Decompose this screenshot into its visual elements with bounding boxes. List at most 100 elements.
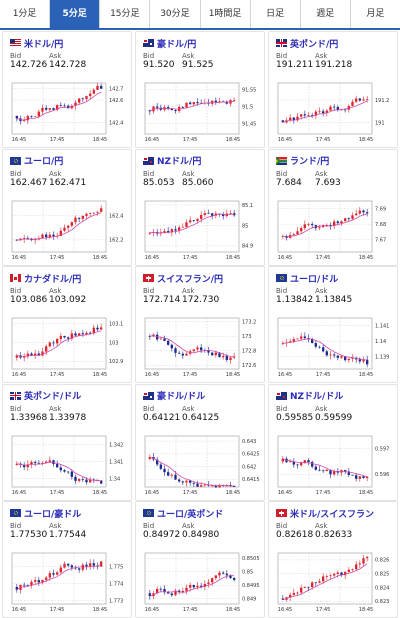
pair-name[interactable]: 豪ドル/ドル [143,390,205,402]
tab-7[interactable]: 週足 [301,0,351,28]
bid-value: 0.82618 [276,530,314,540]
pair-name[interactable]: ユーロ/豪ドル [10,507,81,520]
candle [81,478,85,480]
pair-name[interactable]: ユーロ/英ポンド [143,507,223,520]
ask-value: 191.218 [315,60,353,70]
candle [37,111,41,117]
y-tick-label: 0.6425 [242,451,260,457]
candle [166,591,170,594]
x-tick-label: 16:45 [278,490,292,496]
candle [63,469,66,472]
rate-card[interactable]: ランド/円 Bid Ask 7.684 7.693 7.69 7.68 7.67 16:45 17… [268,148,398,266]
candle [292,461,296,465]
rate-card[interactable]: NZドル/ドル Bid Ask 0.59585 0.59599 0.597 0.596 16:… [268,383,398,501]
candle [288,461,292,462]
candle [221,213,225,216]
rate-card[interactable]: 豪ドル/ドル Bid Ask 0.64121 0.64125 0.643 0.6425 0.6… [135,383,265,501]
candlestick-chart[interactable]: 0.826 0.825 0.824 0.823 16:45 17:45 18:45 [276,550,395,614]
tab-4[interactable]: 30分足 [150,0,201,28]
candle [44,107,48,110]
bid-label: Bid [10,52,22,60]
tab-5[interactable]: 1時間足 [201,0,251,28]
tab-1[interactable]: 1分足 [0,0,51,28]
candlestick-chart[interactable]: 0.597 0.596 16:45 17:45 18:45 [276,433,395,497]
candle [310,461,314,467]
pair-name[interactable]: NZドル/円 [143,155,201,167]
candle [358,359,362,362]
ask-label: Ask [49,169,62,178]
candlestick-chart[interactable]: 1.342 1.341 1.34 16:45 17:45 18:45 [10,433,129,497]
candle [292,233,296,235]
y-tick-label: 7.69 [375,206,386,212]
ask-label: Ask [49,522,62,530]
moving-average-line [16,461,102,481]
candlestick-chart[interactable]: 7.69 7.68 7.67 16:45 17:45 18:45 [276,198,395,262]
pair-name[interactable]: ユーロ/ドル [276,272,338,285]
candle [329,469,332,474]
tab-2[interactable]: 5分足 [50,0,101,28]
candlestick-chart[interactable]: 162.4 162.2 16:45 17:45 18:45 [10,198,129,262]
candlestick-chart[interactable]: 173.2 173 172.8 172.6 16:45 17:45 18:45 [143,315,262,379]
candlestick-chart[interactable]: 85.1 85 84.9 16:45 17:45 18:45 [143,198,262,262]
candle [66,225,70,228]
pair-label: 豪ドル/円 [157,39,197,50]
candle [174,474,177,480]
candlestick-chart[interactable]: 1.141 1.14 1.139 16:45 17:45 18:45 [276,315,395,379]
rate-card[interactable]: 米ドル/スイスフラン Bid Ask 0.82618 0.82633 0.826 0.825… [268,501,398,618]
candle [55,105,59,110]
candle [148,110,152,112]
pair-name[interactable]: NZドル/ドル [276,390,343,402]
x-tick-label: 18:45 [226,607,240,613]
x-tick-label: 18:45 [226,255,240,261]
rate-card[interactable]: 豪ドル/円 Bid Ask 91.520 91.525 91.55 91.5 91.45 16:… [135,31,265,148]
candlestick-chart[interactable]: 91.55 91.5 91.45 16:45 17:45 18:45 [143,80,262,144]
candlestick-chart[interactable]: 103.1 103 102.9 16:45 17:45 18:45 [10,315,129,379]
candle [199,347,203,351]
tab-8[interactable]: 月足 [366,9,385,19]
candlestick-chart[interactable]: 0.8505 0.85 0.8495 0.849 16:45 17:45 18:45 [143,550,262,614]
rate-card[interactable]: カナダドル/円 Bid Ask 103.086 103.092 103.1 103 102.9… [2,266,132,383]
rate-card[interactable]: ユーロ/ドル Bid Ask 1.13842 1.13845 1.141 1.14 1.139… [268,266,398,383]
x-tick-label: 17:45 [183,137,197,143]
candlestick-chart[interactable]: 1.775 1.774 1.773 16:45 17:45 18:45 [10,550,129,614]
bid-value: 1.13842 [276,295,314,305]
plot-area [11,552,107,605]
rate-card[interactable]: ユーロ/円 Bid Ask 162.467 162.471 162.4 162.2 16:45… [2,148,132,266]
bid-value: 162.467 [10,177,48,188]
candle [92,327,96,334]
pair-name[interactable]: 英ポンド/ドル [10,390,81,402]
pair-name[interactable]: 豪ドル/円 [143,37,197,50]
candle [33,116,37,118]
pair-name[interactable]: スイスフラン/円 [143,272,223,285]
candle [185,480,188,482]
pair-label: NZドル/円 [157,157,202,167]
pair-name[interactable]: 米ドル/スイスフラン [276,507,374,520]
candle [303,336,307,339]
y-tick-label: 0.596 [375,472,389,478]
pair-name[interactable]: カナダドル/円 [10,272,81,285]
pair-name[interactable]: ユーロ/円 [10,155,63,167]
candlestick-chart[interactable]: 191.2 191 16:45 17:45 18:45 [276,80,395,144]
rate-card[interactable]: NZドル/円 Bid Ask 85.053 85.060 85.1 85 84.9 16:45 1… [135,148,265,266]
rate-card[interactable]: ユーロ/英ポンド Bid Ask 0.84972 0.84980 0.8505 0.85 0.… [135,501,265,618]
y-tick-label: 1.775 [109,564,123,570]
candlestick-chart[interactable]: 0.643 0.6425 0.642 0.6415 16:45 17:45 18:45 [143,433,262,497]
candle [155,459,159,465]
rate-card[interactable]: 米ドル/円 Bid Ask 142.726 142.728 142.7 142.6 142.4… [2,31,132,148]
candlestick-chart[interactable]: 142.7 142.6 142.4 16:45 17:45 18:45 [10,80,129,144]
rate-card[interactable]: 英ポンド/ドル Bid Ask 1.33968 1.33978 1.342 1.341 1.3… [2,383,132,501]
rate-card[interactable]: 英ポンド/円 Bid Ask 191.211 191.218 191.2 191 16:45 1… [268,31,398,148]
pair-name[interactable]: 米ドル/円 [10,37,63,50]
candle [70,333,74,339]
tab-3[interactable]: 15分足 [100,0,151,28]
candle [70,221,74,226]
pair-name[interactable]: ランド/円 [276,155,329,167]
candle [185,353,188,356]
pair-name[interactable]: 英ポンド/円 [276,37,338,50]
rate-card[interactable]: スイスフラン/円 Bid Ask 172.714 172.730 173.2 173 172.… [135,266,265,383]
candle [37,353,41,356]
y-tick-label: 0.642 [242,464,256,470]
candle [329,106,332,111]
tab-6[interactable]: 日足 [251,0,301,28]
rate-card[interactable]: ユーロ/豪ドル Bid Ask 1.77530 1.77544 1.775 1.774 1.7… [2,501,132,618]
